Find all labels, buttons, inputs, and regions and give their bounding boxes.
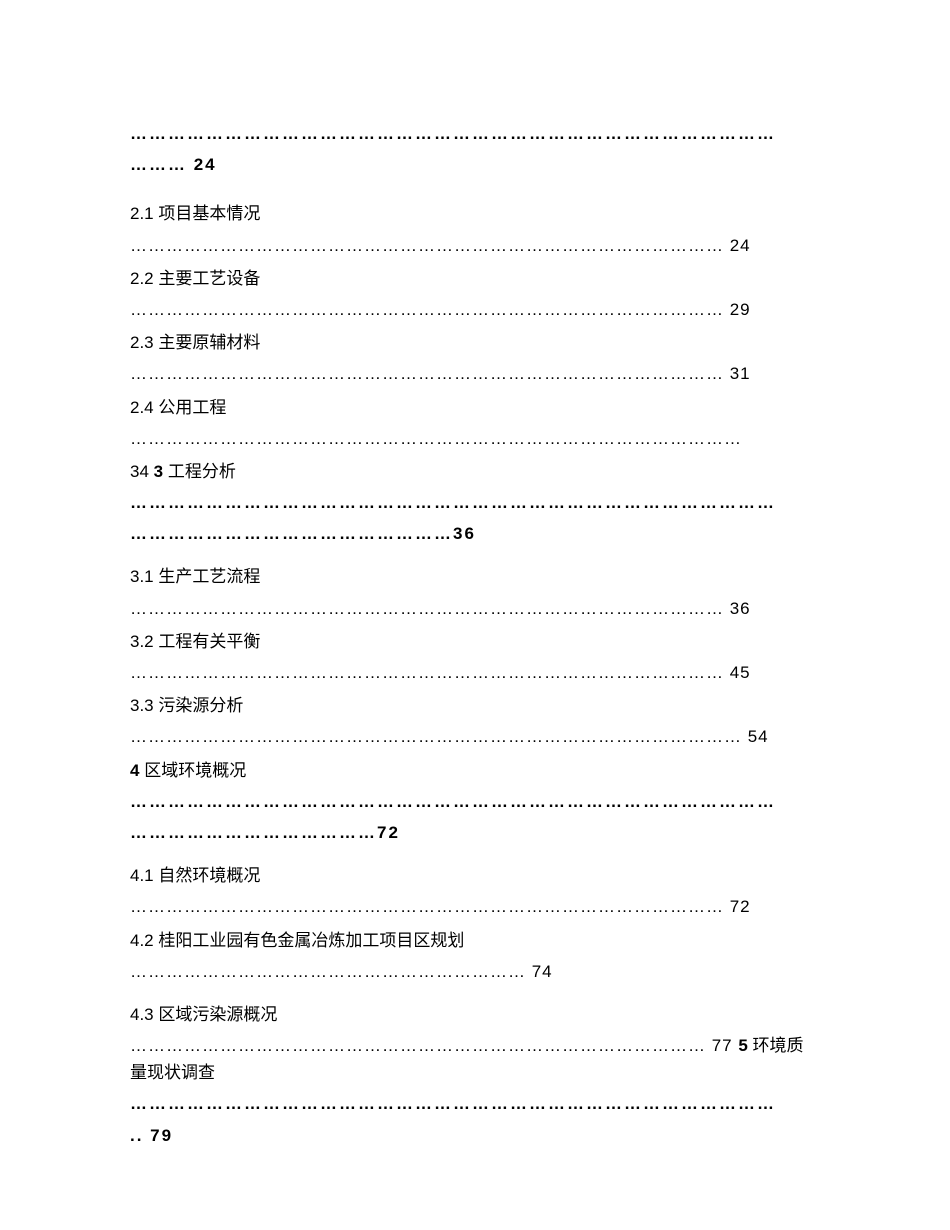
toc-entry-2-4: 2.4 公用工程 …………………………………………………………………………………… [130, 394, 820, 452]
toc-top-dots-1: ………………………………………………………………………………………… [130, 120, 820, 147]
toc-entry-3-title: 34 3 工程分析 [130, 458, 820, 485]
toc-entry-4-3-title: 4.3 区域污染源概况 [130, 1001, 820, 1028]
toc-entry-2-2: 2.2 主要工艺设备 ……………………………………………………………………………… [130, 265, 820, 323]
toc-entry-3-1-dots: ……………………………………………………………………………………… 36 [130, 595, 820, 622]
toc-entry-3-3-dots: ………………………………………………………………………………………… 54 [130, 723, 820, 750]
toc-entry-3-dots-2: ……………………………………………36 [130, 520, 820, 547]
toc-entry-2-3-title: 2.3 主要原辅材料 [130, 329, 820, 356]
toc-entry-4-1-title: 4.1 自然环境概况 [130, 862, 820, 889]
toc-entry-4-title: 4 区域环境概况 [130, 757, 820, 784]
toc-entry-4-dots-1: ………………………………………………………………………………………… [130, 788, 820, 815]
toc-entry-3-1: 3.1 生产工艺流程 ……………………………………………………………………………… [130, 563, 820, 621]
toc-entry-2-4-dots: ………………………………………………………………………………………… [130, 425, 820, 452]
toc-entry-3-3-title: 3.3 污染源分析 [130, 692, 820, 719]
toc-entry-5-dots-1: ………………………………………………………………………………………… [130, 1090, 820, 1117]
toc-entry-5-dots-2: .. 79 [130, 1122, 820, 1149]
toc-entry-4-3: 4.3 区域污染源概况 …………………………………………………………………………… [130, 1001, 820, 1149]
toc-entry-3-2-title: 3.2 工程有关平衡 [130, 628, 820, 655]
toc-entry-3-bold: 3 [154, 462, 163, 481]
toc-entry-3-1-title: 3.1 生产工艺流程 [130, 563, 820, 590]
toc-entry-3-2-dots: ……………………………………………………………………………………… 45 [130, 659, 820, 686]
toc-entry-3-2: 3.2 工程有关平衡 ……………………………………………………………………………… [130, 628, 820, 686]
toc-entry-4-3-dots: …………………………………………………………………………………… 77 [130, 1036, 738, 1055]
toc-entry-3-dots-1: ………………………………………………………………………………………… [130, 489, 820, 516]
toc-entry-2-2-title: 2.2 主要工艺设备 [130, 265, 820, 292]
toc-entry-4-2-title: 4.2 桂阳工业园有色金属冶炼加工项目区规划 [130, 927, 820, 954]
spacer [130, 182, 820, 200]
spacer [130, 852, 820, 862]
toc-entry-4-1-dots: ……………………………………………………………………………………… 72 [130, 893, 820, 920]
toc-entry-4: 4 区域环境概况 …………………………………………………………………………………… [130, 757, 820, 847]
toc-entry-3-3: 3.3 污染源分析 ………………………………………………………………………………… [130, 692, 820, 750]
toc-entry-4-2: 4.2 桂阳工业园有色金属冶炼加工项目区规划 ……………………………………………… [130, 927, 820, 985]
spacer [130, 991, 820, 1001]
toc-entry-4-text: 区域环境概况 [139, 761, 246, 780]
toc-top-dots-2: ……… 24 [130, 151, 820, 178]
toc-entry-3: 34 3 工程分析 ………………………………………………………………………………… [130, 458, 820, 548]
toc-entry-2-1: 2.1 项目基本情况 ……………………………………………………………………………… [130, 200, 820, 258]
toc-entry-5-bold: 5 [738, 1036, 747, 1055]
toc-entry-2-3: 2.3 主要原辅材料 ……………………………………………………………………………… [130, 329, 820, 387]
toc-entry-2-3-dots: ……………………………………………………………………………………… 31 [130, 360, 820, 387]
table-of-contents: ………………………………………………………………………………………… ……… 2… [130, 120, 820, 1149]
spacer [130, 553, 820, 563]
toc-entry-4-dots-2: …………………………………72 [130, 819, 820, 846]
toc-entry-2-1-title: 2.1 项目基本情况 [130, 200, 820, 227]
toc-entry-4-1: 4.1 自然环境概况 ……………………………………………………………………………… [130, 862, 820, 920]
toc-entry-4-3-line2: …………………………………………………………………………………… 77 5 环境… [130, 1032, 820, 1086]
toc-entry-2-1-dots: ……………………………………………………………………………………… 24 [130, 232, 820, 259]
toc-entry-3-prefix: 34 [130, 462, 154, 481]
toc-entry-2-2-dots: ……………………………………………………………………………………… 29 [130, 296, 820, 323]
toc-entry-2-4-title: 2.4 公用工程 [130, 394, 820, 421]
toc-entry-4-2-dots: ………………………………………………………… 74 [130, 958, 820, 985]
toc-entry-3-text: 工程分析 [163, 462, 236, 481]
